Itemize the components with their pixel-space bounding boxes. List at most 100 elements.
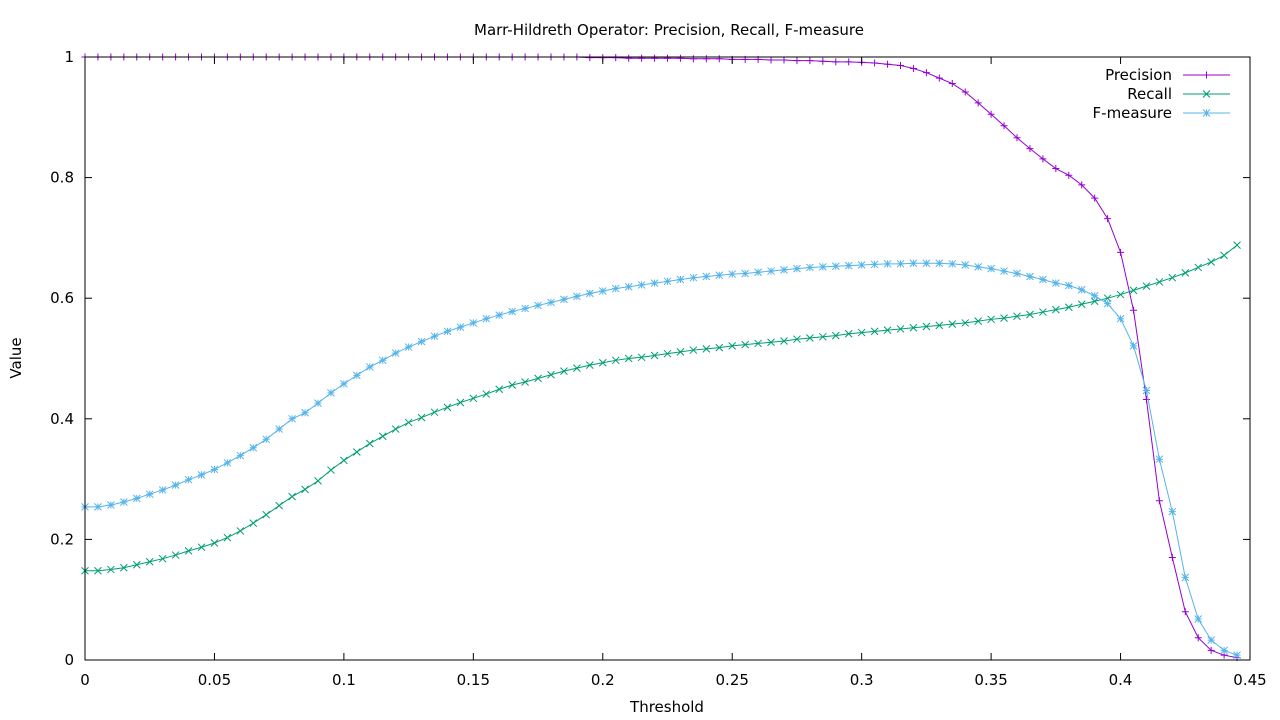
recall-point	[1181, 269, 1190, 277]
f-measure-point	[119, 498, 128, 506]
series-f-measure	[81, 259, 1241, 660]
recall-point	[352, 448, 361, 456]
recall-point	[637, 353, 646, 362]
precision-point	[845, 58, 853, 66]
precision-point	[767, 56, 775, 64]
precision-point	[638, 54, 646, 62]
recall-point	[1220, 251, 1228, 260]
f-measure-point	[1181, 573, 1190, 582]
recall-point	[184, 547, 193, 555]
f-measure-point	[1090, 291, 1099, 300]
recall-point	[327, 466, 335, 474]
recall-point	[378, 432, 387, 441]
precision-point	[961, 88, 969, 96]
recall-point	[1194, 263, 1203, 272]
y-tick-label: 0	[64, 651, 74, 669]
precision-point	[948, 80, 956, 88]
legend-marker	[1202, 109, 1211, 117]
recall-point	[1039, 308, 1047, 316]
precision-point	[871, 59, 879, 67]
precision-point	[909, 64, 917, 72]
recall-point	[1051, 305, 1060, 314]
precision-point	[897, 61, 904, 69]
recall-point	[1000, 314, 1008, 322]
recall-point	[844, 329, 853, 338]
f-measure-point	[560, 295, 568, 304]
x-tick-label: 0.45	[1233, 671, 1266, 689]
recall-point	[948, 320, 957, 328]
precision-point	[1142, 396, 1150, 404]
precision-point	[715, 55, 723, 63]
recall-point	[404, 418, 413, 427]
y-tick-label: 1	[64, 48, 74, 66]
x-tick-label: 0.3	[850, 671, 874, 689]
recall-point	[521, 378, 529, 386]
f-measure-point	[340, 379, 348, 388]
recall-point	[922, 322, 931, 331]
f-measure-point	[547, 298, 555, 307]
f-measure-point	[288, 414, 296, 423]
recall-point	[223, 533, 232, 542]
y-tick-label: 0.4	[50, 410, 74, 428]
recall-point	[1168, 273, 1177, 282]
recall-point	[883, 326, 892, 335]
f-measure-point	[961, 261, 970, 269]
recall-point	[598, 358, 607, 367]
recall-point	[456, 398, 465, 407]
f-measure-point	[352, 371, 361, 380]
recall-point	[210, 539, 219, 547]
f-measure-point	[495, 311, 504, 319]
precision-point	[1000, 122, 1008, 130]
f-measure-point	[327, 389, 335, 397]
recall-point	[365, 439, 374, 448]
recall-point	[611, 356, 620, 365]
f-measure-point	[171, 481, 180, 489]
recall-point	[1142, 282, 1151, 290]
recall-point	[1064, 303, 1073, 312]
f-measure-point	[741, 269, 750, 278]
f-measure-point	[482, 314, 491, 323]
legend-item-f-measure: F-measure	[1093, 104, 1230, 122]
precision-point	[1078, 181, 1086, 189]
f-measure-point	[818, 262, 827, 271]
recall-point	[560, 367, 568, 376]
recall-point	[94, 566, 102, 575]
f-measure-point	[754, 268, 762, 277]
recall-point	[1077, 300, 1086, 309]
recall-point	[288, 492, 296, 501]
f-measure-point	[728, 270, 737, 278]
recall-point	[767, 338, 775, 347]
legend-label: Recall	[1127, 85, 1172, 103]
f-measure-point	[909, 259, 918, 268]
precision-point	[1130, 306, 1137, 314]
precision-point	[689, 55, 697, 63]
recall-point	[443, 403, 452, 412]
recall-point	[793, 335, 801, 344]
recall-point	[495, 385, 504, 394]
recall-point	[689, 346, 698, 354]
y-tick-label: 0.2	[50, 530, 74, 548]
recall-point	[676, 348, 685, 356]
f-measure-point	[598, 287, 607, 295]
x-tick-label: 0.2	[591, 671, 615, 689]
f-measure-point	[1039, 275, 1047, 284]
precision-point	[1052, 165, 1060, 173]
recall-point	[1129, 286, 1138, 295]
f-measure-point	[1207, 636, 1216, 644]
f-measure-point	[145, 490, 154, 499]
f-measure-point	[197, 471, 206, 479]
f-measure-point	[521, 304, 529, 313]
y-tick-label: 0.8	[50, 169, 74, 187]
f-measure-point	[689, 273, 698, 282]
f-measure-point	[650, 279, 659, 287]
f-measure-point	[793, 264, 801, 273]
precision-point	[974, 99, 982, 107]
f-measure-point	[611, 284, 620, 293]
recall-point	[262, 510, 271, 519]
f-measure-point	[844, 261, 853, 270]
precision-point	[702, 55, 710, 63]
f-measure-point	[469, 319, 478, 327]
f-measure-point	[1077, 285, 1086, 294]
